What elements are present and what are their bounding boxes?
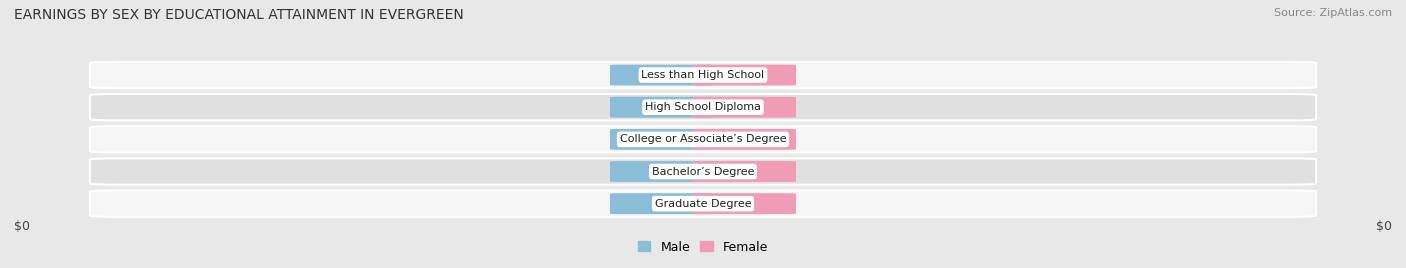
Text: Graduate Degree: Graduate Degree (655, 199, 751, 209)
Legend: Male, Female: Male, Female (633, 236, 773, 259)
FancyBboxPatch shape (90, 191, 1316, 217)
Text: $0: $0 (738, 166, 751, 177)
FancyBboxPatch shape (610, 129, 713, 150)
FancyBboxPatch shape (610, 161, 713, 182)
Text: EARNINGS BY SEX BY EDUCATIONAL ATTAINMENT IN EVERGREEN: EARNINGS BY SEX BY EDUCATIONAL ATTAINMEN… (14, 8, 464, 22)
Text: $0: $0 (738, 102, 751, 112)
Text: $0: $0 (655, 134, 668, 144)
FancyBboxPatch shape (693, 65, 796, 85)
FancyBboxPatch shape (693, 161, 796, 182)
Text: $0: $0 (738, 70, 751, 80)
FancyBboxPatch shape (693, 97, 796, 118)
Text: $0: $0 (1376, 220, 1392, 233)
Text: $0: $0 (14, 220, 30, 233)
Text: $0: $0 (738, 134, 751, 144)
FancyBboxPatch shape (693, 193, 796, 214)
Text: $0: $0 (655, 70, 668, 80)
FancyBboxPatch shape (610, 65, 713, 85)
Text: High School Diploma: High School Diploma (645, 102, 761, 112)
Text: $0: $0 (738, 199, 751, 209)
Text: Source: ZipAtlas.com: Source: ZipAtlas.com (1274, 8, 1392, 18)
FancyBboxPatch shape (90, 126, 1316, 152)
FancyBboxPatch shape (610, 193, 713, 214)
FancyBboxPatch shape (90, 94, 1316, 120)
FancyBboxPatch shape (90, 158, 1316, 185)
Text: $0: $0 (655, 166, 668, 177)
Text: Bachelor’s Degree: Bachelor’s Degree (652, 166, 754, 177)
Text: $0: $0 (655, 199, 668, 209)
FancyBboxPatch shape (610, 97, 713, 118)
Text: Less than High School: Less than High School (641, 70, 765, 80)
Text: College or Associate’s Degree: College or Associate’s Degree (620, 134, 786, 144)
FancyBboxPatch shape (90, 62, 1316, 88)
Text: $0: $0 (655, 102, 668, 112)
FancyBboxPatch shape (693, 129, 796, 150)
